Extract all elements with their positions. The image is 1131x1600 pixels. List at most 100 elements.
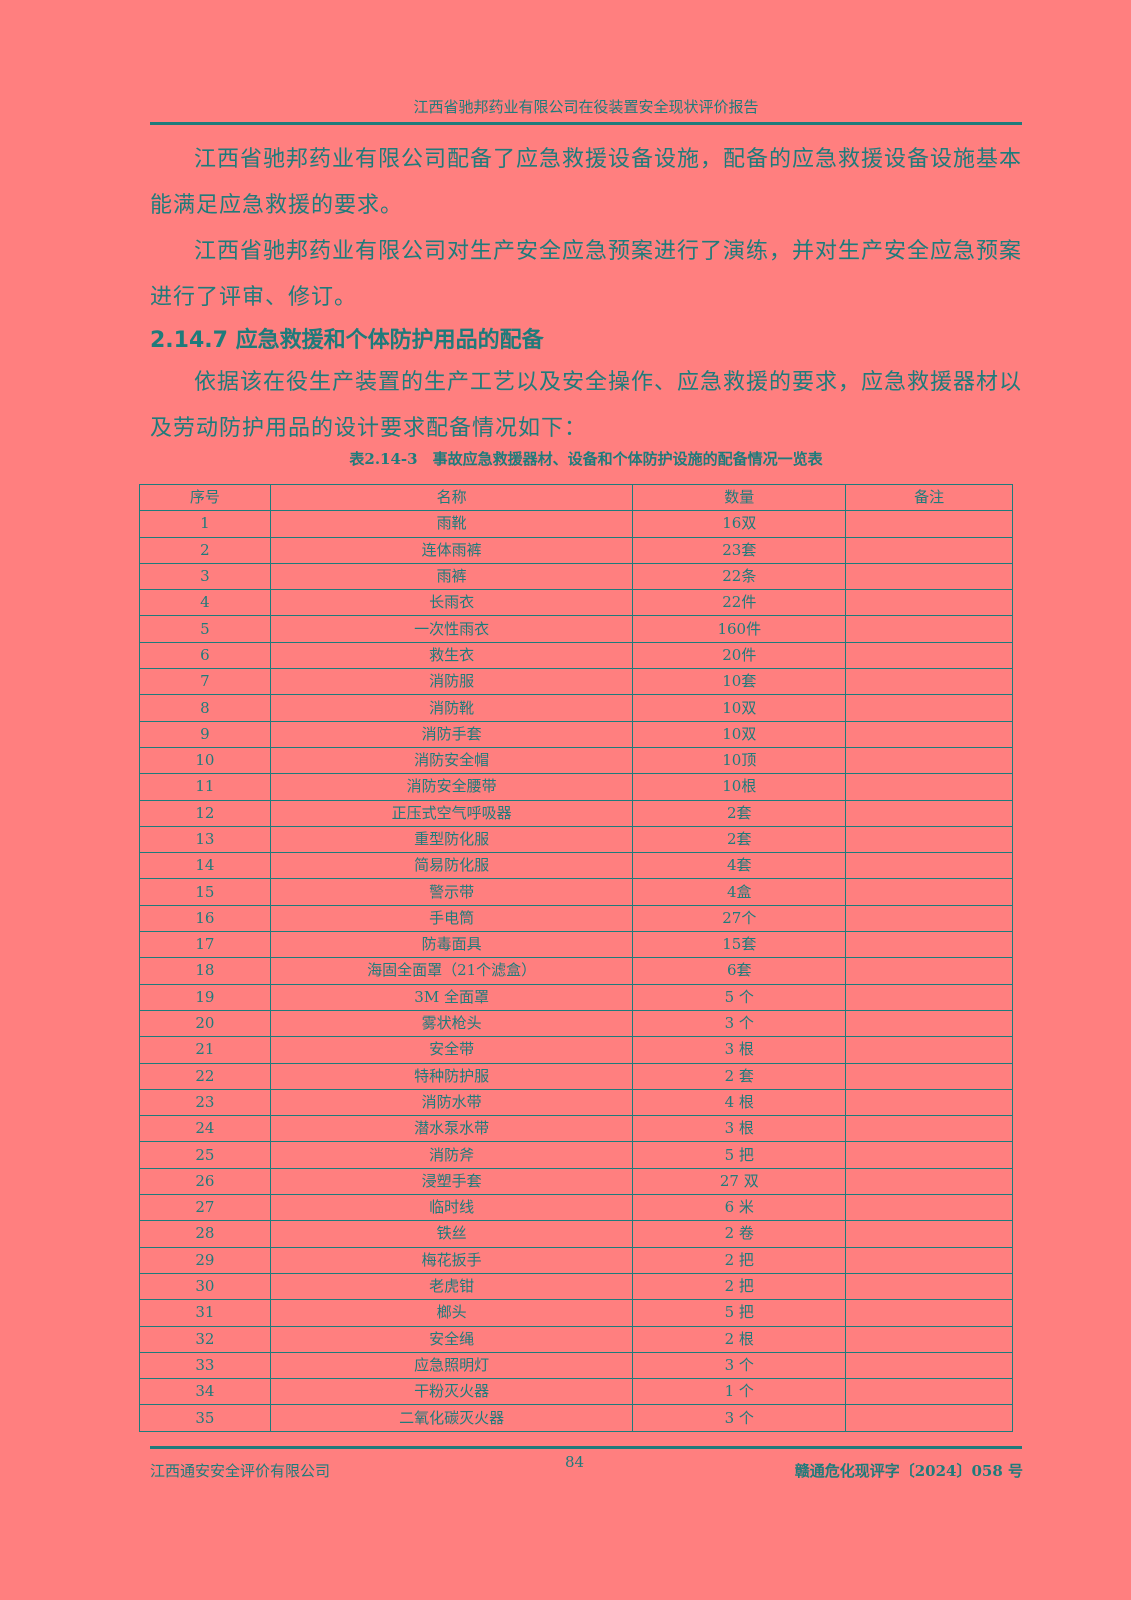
table-cell: 15 [139, 878, 271, 906]
table-cell: 7 [139, 668, 271, 696]
table-cell: 5 个 [632, 983, 847, 1011]
table-row: 5 一次性雨衣 160件 [139, 615, 1013, 643]
table-cell [845, 694, 1013, 722]
table-cell: 2套 [632, 825, 847, 854]
table-cell: 雨靴 [269, 510, 634, 538]
table-cell: 25 [139, 1141, 271, 1169]
table-row: 25 消防斧 5 把 [139, 1141, 1013, 1169]
table-cell: 连体雨裤 [269, 536, 634, 564]
table-row: 23 消防水带 4 根 [139, 1088, 1013, 1117]
table-cell: 33 [139, 1351, 271, 1380]
table-cell: 浸塑手套 [269, 1167, 634, 1196]
table-cell: 海固全面罩（21个滤盒） [269, 957, 634, 985]
table-cell [845, 957, 1013, 985]
table-cell: 8 [139, 694, 271, 722]
table-cell [845, 1246, 1013, 1274]
table-cell: 6 米 [632, 1194, 847, 1222]
table-cell: 潜水泵水带 [269, 1115, 634, 1143]
table-cell [845, 746, 1013, 775]
table-cell [845, 1299, 1013, 1327]
table-cell: 23套 [632, 536, 847, 564]
table-cell [845, 773, 1013, 801]
table-cell [845, 1141, 1013, 1169]
table-cell [845, 1220, 1013, 1248]
table-cell: 梅花扳手 [269, 1246, 634, 1274]
table-cell: 5 [139, 615, 271, 643]
table-cell: 4 根 [632, 1088, 847, 1117]
table-cell: 3 根 [632, 1115, 847, 1143]
table-cell: 长雨衣 [269, 589, 634, 617]
page-number: 84 [565, 1453, 585, 1471]
table-cell: 16 [139, 904, 271, 933]
table-cell [845, 1062, 1013, 1090]
table-cell: 2 把 [632, 1246, 847, 1274]
table-cell: 3 根 [632, 1036, 847, 1064]
table-cell: 3 [139, 562, 271, 591]
table-cell: 1 个 [632, 1378, 847, 1406]
table-row: 6 救生衣 20件 [139, 641, 1013, 670]
table-cell: 30 [139, 1272, 271, 1301]
table-cell: 救生衣 [269, 641, 634, 670]
table-cell: 160件 [632, 615, 847, 643]
table-row: 30 老虎钳 2 把 [139, 1272, 1013, 1301]
table-row: 32 安全绳 2 根 [139, 1325, 1013, 1353]
table-cell: 备注 [845, 483, 1013, 512]
table-cell: 9 [139, 720, 271, 748]
table-row: 20 雾状枪头 3 个 [139, 1009, 1013, 1038]
table-row: 24 潜水泵水带 3 根 [139, 1115, 1013, 1143]
table-cell: 3 个 [632, 1404, 847, 1432]
paragraph: 江西省驰邦药业有限公司对生产安全应急预案进行了演练，并对生产安全应急预案进行了评… [150, 239, 1023, 310]
table-cell: 名称 [269, 483, 634, 512]
table-row: 14 简易防化服 4套 [139, 852, 1013, 880]
table-cell: 2 [139, 536, 271, 564]
table-cell: 3 个 [632, 1351, 847, 1380]
table-row: 29 梅花扳手 2 把 [139, 1246, 1013, 1274]
table-cell [845, 1272, 1013, 1301]
table-cell [845, 1378, 1013, 1406]
table-row: 28 铁丝 2 卷 [139, 1220, 1013, 1248]
table-row: 35 二氧化碳灭火器 3 个 [139, 1404, 1013, 1432]
table-cell [845, 931, 1013, 959]
table-row: 4 长雨衣 22件 [139, 589, 1013, 617]
equipment-table: 序号 名称 数量 备注 1 雨靴 16双 2 连体雨裤 23套 3 雨裤 22条 4 长雨衣 22件 5 一次性雨… [139, 483, 1013, 1432]
table-cell [845, 589, 1013, 617]
table-cell: 安全带 [269, 1036, 634, 1064]
table-cell: 22条 [632, 562, 847, 591]
table-cell: 安全绳 [269, 1325, 634, 1353]
table-cell: 27 双 [632, 1167, 847, 1196]
table-cell: 2 套 [632, 1062, 847, 1090]
table-row: 13 重型防化服 2套 [139, 825, 1013, 854]
table-cell: 消防安全腰带 [269, 773, 634, 801]
table-cell: 消防手套 [269, 720, 634, 748]
running-header: 江西省驰邦药业有限公司在役装置安全现状评价报告 [413, 98, 759, 116]
paragraph: 依据该在役生产装置的生产工艺以及安全操作、应急救援的要求，应急救援器材以及劳动防… [150, 370, 1023, 441]
footer-company: 江西通安安全评价有限公司 [150, 1462, 331, 1480]
table-cell: 15套 [632, 931, 847, 959]
document-number: 赣通危化现评字〔2024〕058 号 [794, 1462, 1023, 1480]
table-caption: 表2.14-3 事故应急救援器材、设备和个体防护设施的配备情况一览表 [349, 450, 823, 468]
table-cell: 5 把 [632, 1141, 847, 1169]
table-cell [845, 878, 1013, 906]
table-cell: 10双 [632, 694, 847, 722]
table-row: 26 浸塑手套 27 双 [139, 1167, 1013, 1196]
table-row: 7 消防服 10套 [139, 668, 1013, 696]
table-cell: 3M 全面罩 [269, 983, 634, 1011]
table-cell [845, 799, 1013, 827]
table-row: 16 手电筒 27个 [139, 904, 1013, 933]
table-cell: 4 [139, 589, 271, 617]
table-cell: 警示带 [269, 878, 634, 906]
table-cell: 5 把 [632, 1299, 847, 1327]
table-cell: 18 [139, 957, 271, 985]
table-cell: 24 [139, 1115, 271, 1143]
table-cell: 23 [139, 1088, 271, 1117]
table-cell: 13 [139, 825, 271, 854]
table-row: 19 3M 全面罩 5 个 [139, 983, 1013, 1011]
table-cell: 重型防化服 [269, 825, 634, 854]
table-cell [845, 536, 1013, 564]
table-cell: 22件 [632, 589, 847, 617]
table-cell: 特种防护服 [269, 1062, 634, 1090]
table-cell: 榔头 [269, 1299, 634, 1327]
table-cell [845, 641, 1013, 670]
footer-rule [150, 1446, 1022, 1449]
